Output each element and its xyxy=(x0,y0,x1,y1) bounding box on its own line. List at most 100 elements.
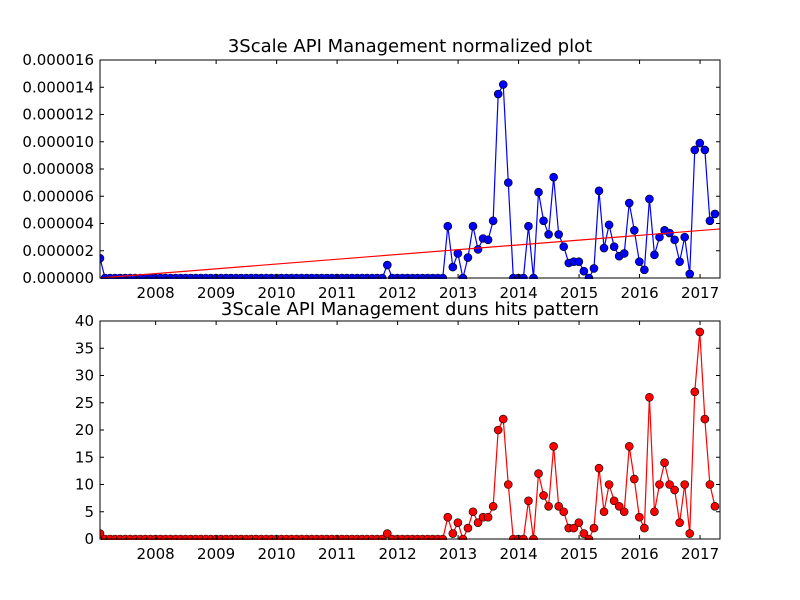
duns-hits-data-point xyxy=(448,529,458,538)
duns-hits-data-point xyxy=(483,512,493,522)
duns-hits-data-point xyxy=(554,501,563,511)
duns-hits-y-tick-label: 0 xyxy=(84,530,94,548)
normalized-data-point xyxy=(629,226,639,235)
duns-hits-data-point xyxy=(665,480,674,489)
duns-hits-data-point xyxy=(655,480,664,489)
normalized-data-point xyxy=(493,89,503,99)
duns-hits-data-point xyxy=(569,523,579,533)
duns-hits-x-tick-label: 2009 xyxy=(197,545,235,563)
normalized-data-point xyxy=(539,216,548,226)
normalized-data-point xyxy=(503,178,513,187)
duns-hits-data-point xyxy=(594,463,604,473)
normalized-y-tick-label: 0.000002 xyxy=(22,242,94,260)
normalized-y-tick-label: 0.000008 xyxy=(22,160,94,178)
duns-hits-data-point xyxy=(685,529,695,538)
duns-hits-data-point xyxy=(524,496,533,506)
duns-hits-data-point xyxy=(609,496,619,506)
normalized-x-tick-label: 2016 xyxy=(620,284,658,302)
duns-hits-data-point xyxy=(468,507,478,517)
normalized-data-point xyxy=(675,257,684,266)
duns-hits-data-point xyxy=(635,512,644,522)
normalized-plot-frame xyxy=(99,59,721,279)
normalized-y-tick-label: 0.000006 xyxy=(22,187,94,205)
normalized-data-point xyxy=(599,243,609,253)
normalized-data-point xyxy=(524,221,533,231)
normalized-data-point xyxy=(640,265,649,275)
normalized-x-tick-label: 2013 xyxy=(439,284,477,302)
normalized-trend-line xyxy=(100,228,720,279)
normalized-y-tick-label: 0.000004 xyxy=(22,215,94,233)
duns-hits-x-tick-label: 2010 xyxy=(258,545,296,563)
normalized-data-point xyxy=(690,145,700,155)
duns-hits-x-tick-label: 2015 xyxy=(560,545,598,563)
normalized-data-point xyxy=(559,242,569,251)
duns-hits-data-point xyxy=(670,485,679,495)
duns-hits-data-point xyxy=(604,480,614,489)
normalized-series-line xyxy=(100,82,716,279)
duns-hits-data-point xyxy=(710,501,720,511)
normalized-data-point xyxy=(448,262,458,272)
duns-hits-data-point xyxy=(624,442,634,451)
duns-hits-marks xyxy=(100,327,720,540)
normalized-data-point xyxy=(443,221,453,231)
normalized-data-point xyxy=(534,187,543,197)
duns-hits-data-point xyxy=(493,425,503,435)
duns-hits-data-point xyxy=(675,518,684,527)
duns-hits-data-point xyxy=(614,501,624,511)
duns-hits-x-tick-label: 2016 xyxy=(620,545,658,563)
normalized-data-point xyxy=(554,230,563,239)
duns-hits-data-point xyxy=(544,501,553,511)
normalized-x-tick-label: 2009 xyxy=(197,284,235,302)
duns-hits-data-point xyxy=(463,523,473,533)
duns-hits-data-point xyxy=(619,507,629,517)
duns-hits-y-tick-label: 20 xyxy=(75,421,94,439)
normalized-y-tick-label: 0.000014 xyxy=(22,78,94,96)
normalized-x-tick-label: 2008 xyxy=(137,284,175,302)
normalized-data-point xyxy=(655,232,664,242)
normalized-x-tick-label: 2010 xyxy=(258,284,296,302)
normalized-x-tick-label: 2012 xyxy=(379,284,417,302)
duns-hits-title: 3Scale API Management duns hits pattern xyxy=(221,299,599,320)
normalized-data-point xyxy=(383,260,392,270)
normalized-data-point xyxy=(463,253,473,262)
normalized-data-point xyxy=(650,250,659,260)
duns-hits-data-point xyxy=(534,469,543,478)
duns-hits-data-point xyxy=(599,507,609,517)
normalized-data-point xyxy=(473,245,483,254)
normalized-data-point xyxy=(100,253,105,263)
normalized-data-point xyxy=(700,145,710,155)
normalized-data-point xyxy=(579,266,589,276)
duns-hits-data-point xyxy=(383,529,392,538)
duns-hits-data-point xyxy=(660,458,669,468)
duns-hits-x-tick-label: 2013 xyxy=(439,545,477,563)
normalized-data-point xyxy=(594,186,604,196)
normalized-data-point xyxy=(710,209,720,219)
normalized-y-tick-label: 0.000010 xyxy=(22,133,94,151)
duns-hits-data-point xyxy=(680,480,689,489)
normalized-data-point xyxy=(468,221,478,231)
duns-hits-y-tick-label: 35 xyxy=(75,339,94,357)
duns-hits-data-point xyxy=(695,327,705,337)
duns-hits-data-point xyxy=(650,507,659,517)
duns-hits-frame xyxy=(99,320,721,540)
normalized-marks xyxy=(100,80,720,279)
duns-hits-data-point xyxy=(539,491,548,500)
normalized-data-point xyxy=(619,249,629,258)
duns-hits-y-tick-label: 30 xyxy=(75,367,94,385)
duns-hits-data-point xyxy=(645,392,654,402)
duns-hits-data-point xyxy=(498,414,508,424)
duns-hits-panel: 3Scale API Management duns hits pattern … xyxy=(75,299,721,563)
normalized-data-point xyxy=(609,242,619,251)
duns-hits-data-point xyxy=(453,518,463,527)
normalized-data-point xyxy=(705,216,715,226)
duns-hits-data-point xyxy=(629,474,639,484)
duns-hits-data-point xyxy=(443,512,453,522)
duns-hits-data-point xyxy=(700,414,710,424)
normalized-data-point xyxy=(670,235,679,245)
duns-hits-x-tick-label: 2012 xyxy=(379,545,417,563)
normalized-data-point xyxy=(453,249,463,258)
duns-hits-data-point xyxy=(473,518,483,527)
duns-hits-data-point xyxy=(503,480,513,489)
normalized-data-point xyxy=(488,216,498,226)
